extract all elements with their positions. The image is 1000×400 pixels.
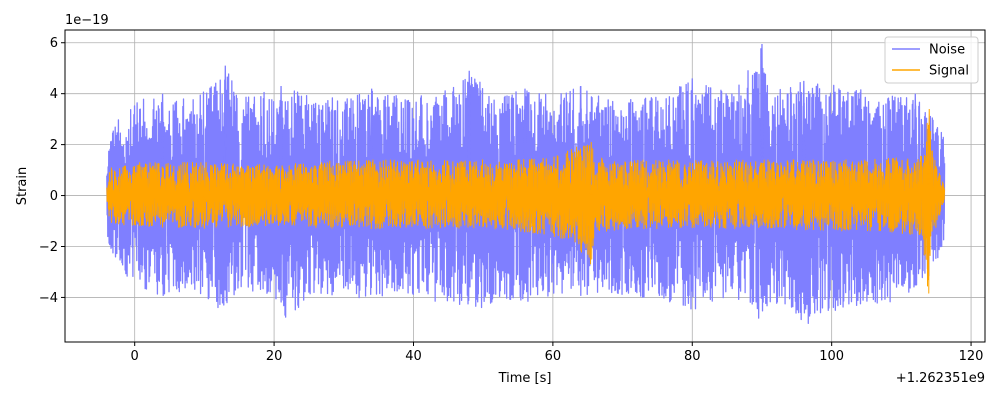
x-tick-label: 40 (405, 349, 422, 364)
series-peak-noise (467, 70, 471, 196)
series-line-signal (106, 122, 946, 294)
y-tick-label: 0 (50, 189, 58, 204)
x-tick-label: 80 (684, 349, 701, 364)
x-axis-label: Time [s] (498, 371, 552, 386)
series-peak-noise (160, 93, 165, 196)
x-tick-label: 120 (959, 349, 984, 364)
y-axis: −4 −2 0 2 4 6 (39, 36, 65, 306)
series-peak-noise (369, 88, 374, 196)
y-axis-scale-label: 1e−19 (65, 13, 109, 28)
legend-label-noise: Noise (929, 43, 965, 58)
plot-area (106, 44, 946, 324)
series-peak-noise (913, 93, 917, 196)
y-tick-label: −4 (39, 291, 58, 306)
series-peak-noise (523, 88, 527, 196)
x-tick-label: 0 (131, 349, 139, 364)
axes-frame (64, 29, 986, 343)
series-peak-noise (223, 65, 227, 196)
x-axis: 0 20 40 60 80 100 120 (131, 342, 984, 364)
y-tick-label: 6 (50, 36, 58, 51)
series-peak-noise (802, 80, 806, 196)
series-peak-noise (760, 44, 764, 196)
y-tick-label: 2 (50, 138, 58, 153)
x-axis-offset-label: +1.262351e9 (896, 371, 985, 386)
x-tick-label: 20 (266, 349, 283, 364)
y-axis-label: Strain (15, 167, 30, 206)
y-tick-label: −2 (39, 240, 58, 255)
series-peak-signal (589, 142, 593, 196)
series-peak-noise (279, 86, 283, 196)
series-peak-signal (202, 195, 206, 229)
legend-label-signal: Signal (929, 64, 969, 79)
x-tick-label: 60 (545, 349, 562, 364)
x-tick-label: 100 (819, 349, 844, 364)
legend: Noise Signal (884, 36, 979, 84)
y-tick-label: 4 (50, 87, 58, 102)
series-peak-noise (690, 78, 694, 196)
series-peak-signal (927, 108, 931, 196)
